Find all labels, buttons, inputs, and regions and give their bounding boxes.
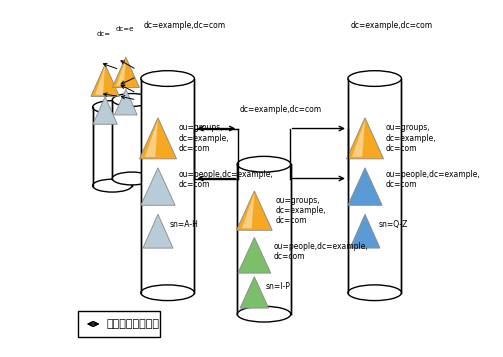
Polygon shape <box>236 191 272 230</box>
Ellipse shape <box>141 71 194 86</box>
Ellipse shape <box>348 285 401 301</box>
Text: sn=Q-Z: sn=Q-Z <box>378 220 407 228</box>
Bar <box>93 107 132 186</box>
Text: dc=: dc= <box>96 31 110 37</box>
Bar <box>237 164 291 314</box>
Bar <box>141 79 194 293</box>
Polygon shape <box>116 59 126 86</box>
Text: ou=groups,
dc=example,
dc=com: ou=groups, dc=example, dc=com <box>386 123 437 153</box>
Text: レプリケーション: レプリケーション <box>107 319 160 329</box>
Ellipse shape <box>112 94 151 106</box>
Ellipse shape <box>348 71 401 86</box>
Text: sn=A-H: sn=A-H <box>170 220 198 228</box>
Polygon shape <box>141 168 175 205</box>
Text: sn=I-P: sn=I-P <box>266 282 291 291</box>
Polygon shape <box>145 120 158 157</box>
Bar <box>112 100 151 178</box>
Ellipse shape <box>237 156 291 172</box>
Ellipse shape <box>93 101 132 114</box>
Ellipse shape <box>237 306 291 322</box>
Text: dc=example,dc=com: dc=example,dc=com <box>240 105 322 114</box>
Polygon shape <box>93 96 117 124</box>
Polygon shape <box>143 214 173 248</box>
Text: dc=example,dc=com: dc=example,dc=com <box>144 21 226 30</box>
Polygon shape <box>347 118 384 159</box>
Text: ou=groups,
dc=example,
dc=com: ou=groups, dc=example, dc=com <box>179 123 230 153</box>
Polygon shape <box>114 89 137 115</box>
Text: dc=example,dc=com: dc=example,dc=com <box>351 21 433 30</box>
Polygon shape <box>242 193 255 228</box>
Text: ou=people,dc=example,
dc=com: ou=people,dc=example, dc=com <box>385 170 480 189</box>
Polygon shape <box>350 214 380 248</box>
Polygon shape <box>348 168 382 205</box>
Ellipse shape <box>93 179 132 192</box>
Polygon shape <box>112 57 139 87</box>
Ellipse shape <box>141 285 194 301</box>
Polygon shape <box>240 277 269 308</box>
Text: ou=people,dc=example,
dc=com: ou=people,dc=example, dc=com <box>274 242 369 261</box>
Text: ou=people,dc=example,
dc=com: ou=people,dc=example, dc=com <box>179 170 274 189</box>
Polygon shape <box>139 118 177 159</box>
Text: dc=e: dc=e <box>115 26 133 32</box>
Ellipse shape <box>112 172 151 185</box>
Bar <box>78 311 160 337</box>
Polygon shape <box>95 66 105 95</box>
Polygon shape <box>352 120 365 157</box>
Bar <box>348 79 401 293</box>
Polygon shape <box>91 64 119 96</box>
Text: ou=groups,
dc=example,
dc=com: ou=groups, dc=example, dc=com <box>276 196 326 225</box>
Polygon shape <box>238 237 271 273</box>
